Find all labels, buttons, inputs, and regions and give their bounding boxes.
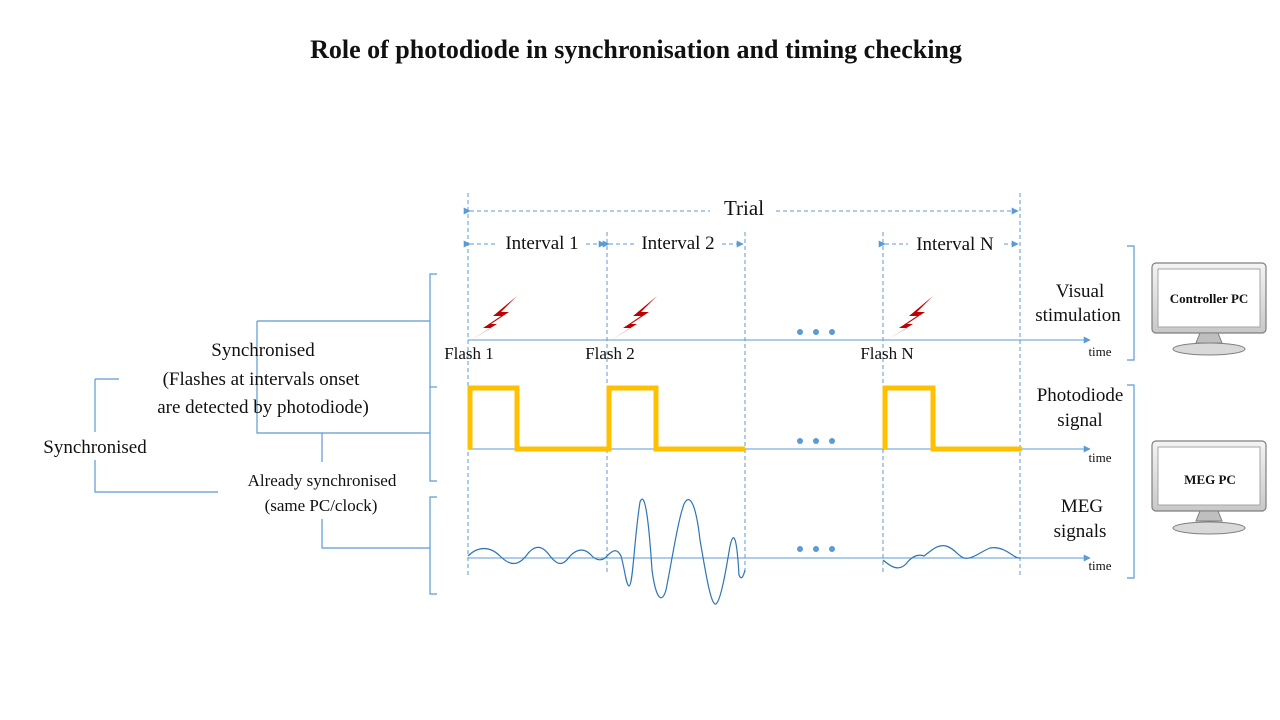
- trial-span: Trial: [463, 196, 1019, 220]
- photodiode-label-line2: signal: [1057, 410, 1102, 431]
- meg-label-line1: MEG: [1061, 496, 1104, 517]
- flash-n-label: Flash N: [860, 344, 913, 363]
- interval-guides: [467, 193, 1021, 575]
- photodiode-label-line1: Photodiode: [1037, 385, 1124, 406]
- meg-label-line2: signals: [1054, 521, 1107, 542]
- meg-waveform-interval-1: [467, 546, 608, 565]
- visual-stimulation-label-line2: stimulation: [1035, 305, 1121, 326]
- interval-n-label: Interval N: [916, 234, 994, 255]
- trial-label: Trial: [724, 196, 764, 220]
- meg-pc-monitor-icon: [1151, 440, 1267, 535]
- interval-2-label: Interval 2: [641, 233, 714, 254]
- sync-sub-label-line2: (Flashes at intervals onset: [163, 369, 361, 390]
- right-brackets: [1127, 245, 1135, 579]
- meg-row-bracket: [429, 496, 437, 595]
- already-sync-bracket: [321, 519, 430, 549]
- ellipsis-meg: [797, 546, 835, 552]
- controller-pc-monitor-icon: [1151, 262, 1267, 356]
- sync-sub-bracket: [256, 320, 430, 434]
- sync-main-label: Synchronised: [43, 437, 147, 458]
- main-sync-bracket: [94, 378, 218, 493]
- photodiode-pulse-train: [467, 385, 1022, 452]
- visual-time-label: time: [1088, 344, 1111, 359]
- photodiode-time-label: time: [1088, 450, 1111, 465]
- sync-sub-label-line3: are detected by photodiode): [157, 397, 369, 418]
- sync-sub-label-line1: Synchronised: [211, 340, 315, 361]
- meg-time-label: time: [1088, 558, 1111, 573]
- flash-1-label: Flash 1: [444, 344, 494, 363]
- visual-row-bracket: [429, 273, 437, 482]
- meg-row: time: [467, 498, 1112, 605]
- flash-2-label: Flash 2: [585, 344, 635, 363]
- controller-pc-label: Controller PC: [1170, 291, 1249, 306]
- interval-1-label: Interval 1: [505, 233, 578, 254]
- ellipsis-visual: [797, 329, 835, 335]
- visual-stimulation-row: Flash 1 Flash 2 Flash N time: [444, 296, 1112, 363]
- meg-waveform-interval-n: [882, 545, 1021, 569]
- already-sync-label-line2: (same PC/clock): [265, 496, 378, 515]
- left-brackets: [94, 273, 437, 595]
- meg-pc-label: MEG PC: [1184, 472, 1236, 487]
- meg-waveform-interval-2: [606, 498, 746, 605]
- visual-stimulation-label-line1: Visual: [1056, 281, 1104, 302]
- controller-bracket: [1127, 245, 1135, 361]
- already-sync-label-line1: Already synchronised: [248, 471, 397, 490]
- flash-n-icon: [887, 296, 933, 340]
- flash-1-icon: [471, 296, 517, 340]
- photodiode-row: time: [467, 385, 1112, 465]
- page-title: Role of photodiode in synchronisation an…: [310, 35, 962, 64]
- meg-bracket: [1127, 384, 1135, 579]
- ellipsis-photodiode: [797, 438, 835, 444]
- flash-2-icon: [611, 296, 657, 340]
